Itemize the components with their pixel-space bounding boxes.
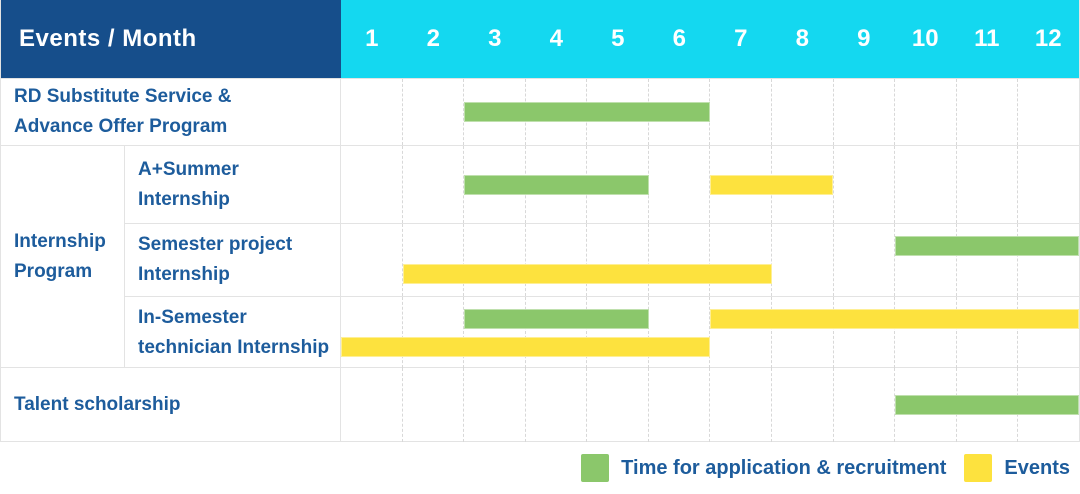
month-gridline-col — [463, 224, 525, 296]
a-plus-summer-internship-timeline — [341, 146, 1079, 223]
row-label-line: Advance Offer Program — [14, 116, 228, 137]
internship-program-rows: A+Summer Internship Semester project Intern… — [125, 146, 1079, 368]
row-label-line: Internship — [14, 230, 106, 252]
month-header-4: 4 — [549, 25, 563, 52]
table-body: RD Substitute Service & Advance Offer Pro… — [1, 78, 1079, 442]
recruitment-swatch-icon — [581, 454, 610, 482]
bar-line — [341, 102, 1079, 122]
month-gridline-col — [832, 224, 895, 296]
row-label-line: RD Substitute Service & — [14, 86, 232, 107]
gantt-bar-events-m1-m6 — [341, 336, 710, 357]
month-gridline-col — [709, 224, 771, 296]
row-label-line: Talent scholarship — [14, 394, 181, 415]
legend-item-events: Events — [964, 454, 1070, 482]
month-gridline-col — [401, 224, 464, 296]
bar-line — [341, 264, 1079, 284]
gantt-bar-events-m7-m8 — [710, 174, 833, 195]
row-label-line: Semester project — [138, 234, 293, 255]
month-gridline-col — [341, 224, 402, 296]
semester-project-internship-label: Semester project Internship — [125, 224, 341, 296]
month-gridline-col — [771, 224, 833, 296]
month-gridline-col — [524, 224, 587, 296]
bar-line — [341, 336, 1079, 357]
month-header-11: 11 — [974, 25, 1000, 52]
table-row-in-semester-technician-internship: In-Semester technician Internship — [125, 296, 1079, 368]
month-gridline-col — [586, 224, 648, 296]
events-swatch-icon — [964, 454, 993, 482]
month-header-8: 8 — [795, 25, 809, 52]
semester-project-internship-timeline — [341, 224, 1079, 296]
month-header-10: 10 — [911, 25, 939, 52]
month-gridline-col — [955, 224, 1018, 296]
row-label-line: Internship — [138, 188, 230, 210]
legend-label-recruitment: Time for application & recruitment — [621, 456, 947, 479]
a-plus-summer-internship-label: A+Summer Internship — [125, 146, 341, 223]
gantt-bar-recruitment-m3-m5 — [464, 308, 649, 329]
month-header-12: 12 — [1034, 25, 1062, 52]
month-header-2: 2 — [426, 25, 440, 52]
gantt-bar-events-m2-m7 — [402, 264, 772, 284]
month-gridline-col — [1017, 224, 1079, 296]
header-title: Events / Month — [19, 25, 197, 52]
legend-item-recruitment: Time for application & recruitment — [581, 454, 946, 482]
row-label-line: A+Summer — [138, 158, 239, 180]
month-header-5: 5 — [611, 25, 625, 52]
legend: Time for application & recruitment Event… — [0, 442, 1080, 494]
internship-program-group-label: Internship Program — [1, 146, 125, 367]
rd-substitute-service-advance-offer-program-label: RD Substitute Service & Advance Offer Pro… — [1, 79, 341, 145]
table-row-group-internship-program: Internship Program A+Summer Internship Semes… — [1, 145, 1079, 368]
table-row-semester-project-internship: Semester project Internship — [125, 223, 1079, 296]
month-gridlines — [341, 224, 1079, 296]
bar-line — [341, 174, 1079, 195]
gantt-bar-recruitment-m3-m6 — [464, 102, 710, 122]
bar-line — [341, 395, 1079, 415]
month-header-1: 1 — [365, 25, 379, 52]
month-gridline-col — [894, 224, 956, 296]
gantt-bar-recruitment-m10-m12 — [894, 395, 1079, 415]
row-label-line: technician Internship — [138, 336, 330, 358]
talent-scholarship-timeline — [341, 368, 1079, 442]
legend-label-events: Events — [1004, 456, 1070, 479]
table-row-a-plus-summer-internship: A+Summer Internship — [125, 146, 1079, 223]
bar-line — [341, 308, 1079, 329]
month-gridline-col — [647, 224, 710, 296]
row-label-line: In-Semester — [138, 306, 247, 328]
row-label-line: Program — [14, 260, 93, 282]
table-row-rd-substitute-service-advance-offer-program: RD Substitute Service & Advance Offer Pro… — [1, 78, 1079, 145]
in-semester-technician-internship-label: In-Semester technician Internship — [125, 297, 341, 368]
table-header-row: Events / Month 1 2 3 4 5 6 7 8 9 10 11 12 — [1, 0, 1079, 78]
header-title-cell: Events / Month — [1, 0, 341, 78]
talent-scholarship-label: Talent scholarship — [1, 368, 341, 442]
row-label-line: Internship — [138, 264, 230, 285]
schedule-table: Events / Month 1 2 3 4 5 6 7 8 9 10 11 12 RD Substi… — [0, 0, 1080, 442]
month-header-9: 9 — [857, 25, 871, 52]
rd-substitute-service-advance-offer-program-timeline — [341, 79, 1079, 145]
table-row-talent-scholarship: Talent scholarship — [1, 367, 1079, 442]
bar-line — [341, 236, 1079, 256]
month-header-7: 7 — [734, 25, 748, 52]
gantt-bar-recruitment-m3-m5 — [464, 174, 649, 195]
gantt-bar-recruitment-m10-m12 — [894, 236, 1079, 256]
month-header-strip: 1 2 3 4 5 6 7 8 9 10 11 12 — [341, 0, 1079, 78]
in-semester-technician-internship-timeline — [341, 297, 1079, 368]
gantt-bar-events-m7-m12 — [710, 308, 1079, 329]
month-header-6: 6 — [672, 25, 686, 52]
month-header-3: 3 — [488, 25, 502, 52]
